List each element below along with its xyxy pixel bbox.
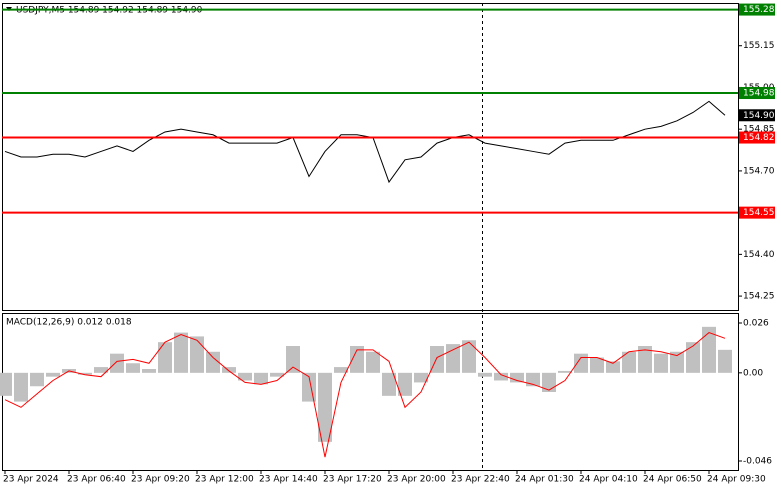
histogram-bar (366, 351, 380, 373)
y-tick-label: 155.15 (743, 41, 775, 51)
histogram-bar (142, 369, 156, 373)
histogram-bar (222, 367, 236, 373)
histogram-bar (254, 372, 268, 385)
x-tick-label: 23 Apr 22:40 (451, 475, 510, 485)
histogram-bar (174, 332, 188, 373)
level-label: 154.55 (743, 208, 775, 218)
histogram-bar (238, 372, 252, 381)
histogram-bar (318, 372, 332, 442)
histogram-bar (286, 346, 300, 373)
level-box (739, 206, 775, 219)
histogram-bar (46, 372, 60, 377)
level-box (739, 131, 775, 144)
x-tick-label: 23 Apr 17:20 (323, 475, 382, 485)
x-tick-label: 24 Apr 09:30 (707, 475, 766, 485)
histogram-bar (526, 372, 540, 387)
last-price-label: 154.90 (743, 111, 775, 121)
y-tick-label: 154.70 (743, 166, 775, 176)
histogram-bar (702, 326, 716, 373)
x-tick-label: 23 Apr 2024 (3, 475, 59, 485)
level-label: 154.82 (743, 133, 775, 143)
histogram-bar (718, 349, 732, 373)
histogram-bar (622, 351, 636, 373)
y-tick-label: -0.046 (743, 456, 772, 466)
histogram-bar (158, 342, 172, 373)
x-tick-label: 24 Apr 04:10 (579, 475, 638, 485)
histogram-bar (574, 353, 588, 373)
level-box (739, 87, 775, 100)
histogram-bar (30, 372, 44, 387)
x-tick-label: 23 Apr 09:20 (131, 475, 190, 485)
x-tick-label: 23 Apr 12:00 (195, 475, 254, 485)
y-tick-label: 154.85 (743, 125, 775, 135)
histogram-bar (334, 367, 348, 373)
histogram-bar (414, 372, 428, 383)
histogram-bar (94, 367, 108, 373)
level-box (739, 3, 775, 16)
histogram-bar (558, 370, 572, 373)
histogram-bar (382, 372, 396, 396)
macd-pane (2, 313, 739, 471)
histogram-bar (398, 372, 412, 396)
histogram-bar (494, 372, 508, 381)
y-tick-label: 154.25 (743, 292, 775, 302)
price-line (4, 100, 726, 184)
x-tick-label: 24 Apr 06:50 (643, 475, 702, 485)
histogram-bar (206, 351, 220, 373)
level-label: 154.98 (743, 89, 775, 99)
histogram-bar (78, 372, 92, 375)
x-tick-label: 24 Apr 01:30 (515, 475, 574, 485)
histogram-bar (110, 353, 124, 373)
y-tick-label: 154.40 (743, 250, 775, 260)
histogram-bar (542, 372, 556, 392)
histogram-bar (654, 353, 668, 373)
histogram-bar (190, 336, 204, 373)
histogram-bar (126, 363, 140, 373)
x-tick-label: 23 Apr 14:40 (259, 475, 318, 485)
histogram-bar (638, 346, 652, 373)
last-price-box (739, 109, 775, 122)
macd-title: MACD(12,26,9) 0.012 0.018 (6, 318, 132, 328)
y-tick-label: 0.00 (743, 368, 763, 378)
x-tick-label: 23 Apr 20:00 (387, 475, 446, 485)
histogram-bar (270, 372, 284, 377)
histogram-bar (670, 351, 684, 373)
level-label: 155.28 (743, 5, 775, 15)
histogram-bar (510, 372, 524, 383)
y-tick-label: 0.026 (743, 319, 769, 329)
signal-line (4, 332, 726, 458)
histogram-bar (14, 372, 28, 402)
histogram-bar (686, 342, 700, 373)
x-tick-label: 23 Apr 06:40 (67, 475, 126, 485)
histogram-bar (590, 357, 604, 373)
histogram-bar (606, 361, 620, 373)
histogram-bar (446, 344, 460, 373)
histogram-bar (350, 346, 364, 373)
histogram-bar (478, 372, 492, 377)
price-pane (2, 3, 739, 311)
histogram-bar (462, 340, 476, 373)
histogram-bar (0, 372, 12, 396)
